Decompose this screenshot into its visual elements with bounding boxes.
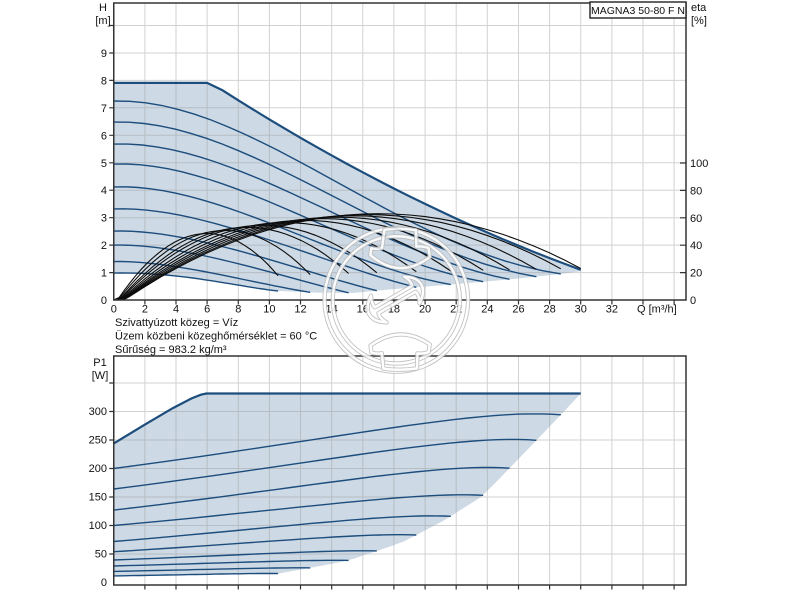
- svg-text:1: 1: [101, 268, 107, 280]
- svg-text:200: 200: [89, 463, 107, 475]
- svg-text:40: 40: [690, 240, 702, 252]
- svg-text:50: 50: [95, 549, 107, 561]
- svg-text:20: 20: [419, 304, 431, 316]
- svg-text:Szivattyúzott közeg = Víz: Szivattyúzott közeg = Víz: [115, 317, 238, 329]
- svg-text:100: 100: [690, 158, 708, 170]
- svg-text:4: 4: [173, 304, 179, 316]
- svg-text:0: 0: [101, 295, 107, 307]
- svg-text:3: 3: [101, 213, 107, 225]
- svg-text:2: 2: [101, 240, 107, 252]
- svg-text:32: 32: [606, 304, 618, 316]
- svg-text:9: 9: [101, 48, 107, 60]
- svg-text:eta: eta: [691, 2, 707, 14]
- svg-text:20: 20: [690, 268, 702, 280]
- svg-text:30: 30: [575, 304, 587, 316]
- svg-text:7: 7: [101, 103, 107, 115]
- svg-text:150: 150: [89, 492, 107, 504]
- svg-text:H: H: [99, 2, 107, 14]
- svg-text:[m]: [m]: [95, 15, 110, 27]
- svg-text:24: 24: [481, 304, 493, 316]
- svg-text:MAGNA3 50-80 F N: MAGNA3 50-80 F N: [591, 5, 685, 17]
- svg-text:28: 28: [543, 304, 555, 316]
- svg-text:[W]: [W]: [92, 370, 109, 382]
- svg-text:80: 80: [690, 185, 702, 197]
- svg-text:Sűrűség = 983.2 kg/m³: Sűrűség = 983.2 kg/m³: [115, 344, 227, 356]
- svg-text:300: 300: [89, 406, 107, 418]
- svg-text:4: 4: [101, 185, 107, 197]
- svg-text:6: 6: [101, 130, 107, 142]
- svg-text:[%]: [%]: [691, 15, 707, 27]
- svg-text:10: 10: [263, 304, 275, 316]
- svg-text:5: 5: [101, 158, 107, 170]
- svg-text:0: 0: [101, 577, 107, 589]
- svg-text:8: 8: [101, 75, 107, 87]
- svg-text:6: 6: [204, 304, 210, 316]
- svg-text:8: 8: [235, 304, 241, 316]
- svg-text:250: 250: [89, 435, 107, 447]
- svg-text:Q [m³/h]: Q [m³/h]: [637, 304, 677, 316]
- svg-text:0: 0: [690, 295, 696, 307]
- svg-text:12: 12: [294, 304, 306, 316]
- svg-text:0: 0: [111, 304, 117, 316]
- svg-text:2: 2: [142, 304, 148, 316]
- svg-text:26: 26: [512, 304, 524, 316]
- svg-text:60: 60: [690, 213, 702, 225]
- svg-text:Üzem közbeni közeghőmérséklet: Üzem közbeni közeghőmérséklet = 60 °C: [115, 331, 317, 343]
- svg-text:P1: P1: [93, 357, 106, 369]
- svg-text:100: 100: [89, 520, 107, 532]
